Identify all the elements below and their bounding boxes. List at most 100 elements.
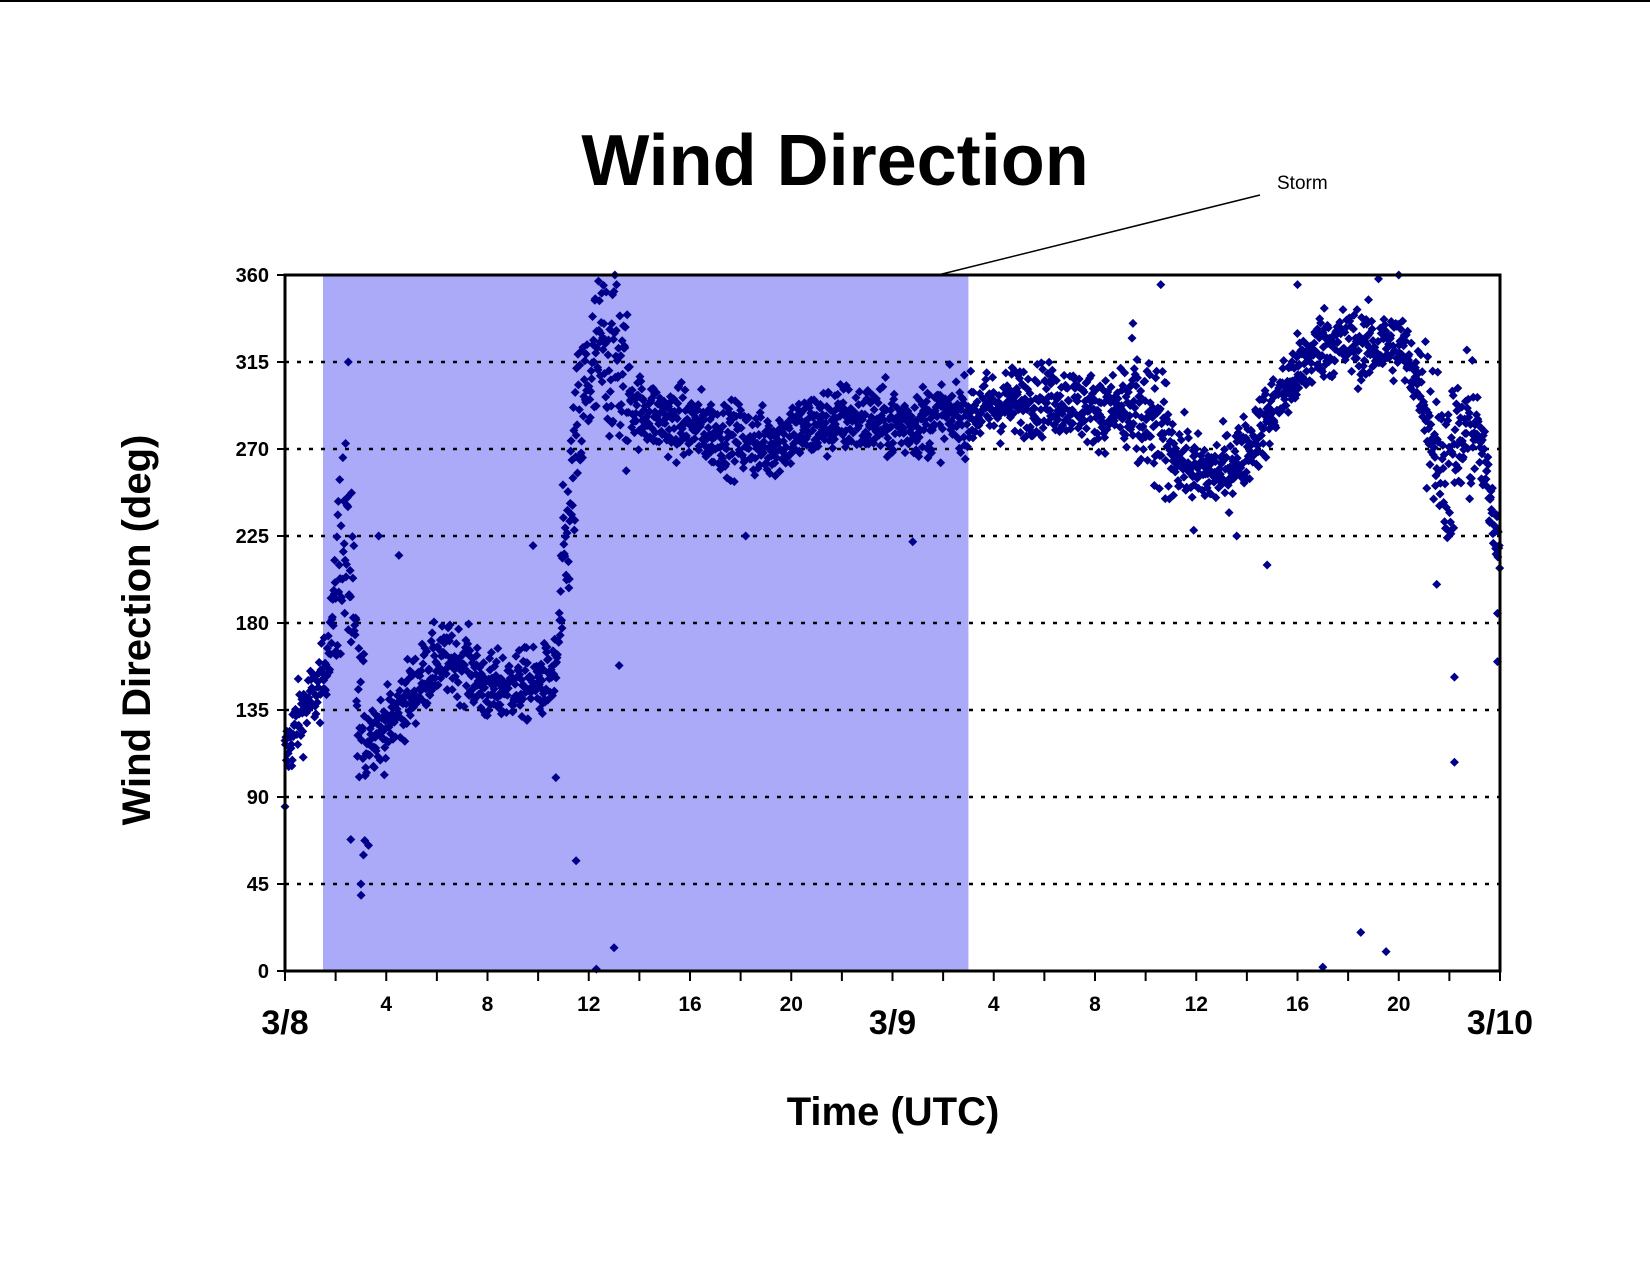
data-point — [1440, 479, 1450, 489]
data-point — [609, 287, 619, 297]
data-point — [637, 384, 647, 394]
data-point — [1388, 365, 1398, 375]
data-point — [718, 421, 728, 431]
data-point — [1271, 423, 1281, 433]
xtick-label-8: 8 — [1089, 993, 1101, 1016]
data-point — [855, 387, 865, 397]
x-axis-ticks: 4 8 12 16 20 4 8 12 16 20 3/8 3/9 3/10 — [261, 971, 1533, 1042]
data-point — [851, 393, 861, 403]
data-point — [947, 391, 957, 401]
data-point — [951, 377, 961, 387]
data-point — [1486, 492, 1496, 502]
data-point — [1019, 367, 1029, 377]
data-point — [332, 532, 342, 542]
data-point — [337, 596, 347, 606]
data-point — [1464, 408, 1474, 418]
data-point — [589, 357, 599, 367]
data-point — [1128, 318, 1138, 328]
data-point — [1353, 384, 1363, 394]
data-point — [333, 496, 343, 506]
data-point — [611, 326, 621, 336]
data-point — [346, 835, 356, 845]
data-point — [1466, 478, 1476, 488]
data-point — [1456, 478, 1466, 488]
data-point — [1425, 411, 1435, 421]
plot-area: 0 45 90 135 180 225 270 315 360 4 8 12 16 20 4 8 12 16 20… — [236, 265, 1533, 1042]
data-point — [822, 451, 832, 461]
data-point — [639, 429, 649, 439]
data-point — [757, 400, 767, 410]
data-point — [350, 630, 360, 640]
data-point — [1444, 459, 1454, 469]
data-point — [784, 424, 794, 434]
data-point — [616, 351, 626, 361]
data-point — [1356, 927, 1366, 937]
ytick-label-360: 360 — [236, 265, 269, 287]
data-point — [338, 547, 348, 557]
data-point — [477, 690, 487, 700]
data-point — [1461, 428, 1471, 438]
data-point — [959, 370, 969, 380]
data-point — [1425, 387, 1435, 397]
data-point — [1108, 370, 1118, 380]
data-point — [936, 458, 946, 468]
data-point — [1038, 364, 1048, 374]
data-point — [1352, 353, 1362, 363]
data-point — [325, 664, 335, 674]
data-point — [1479, 444, 1489, 454]
data-point — [728, 430, 738, 440]
data-point — [1025, 388, 1035, 398]
data-point — [293, 674, 303, 684]
data-point — [700, 414, 710, 424]
data-point — [733, 438, 743, 448]
data-point — [690, 434, 700, 444]
data-point — [816, 402, 826, 412]
ytick-label-270: 270 — [236, 439, 269, 461]
data-point — [460, 660, 470, 670]
data-point — [1101, 376, 1111, 386]
data-point — [1319, 372, 1329, 382]
data-point — [1037, 432, 1047, 442]
data-point — [1309, 338, 1319, 348]
data-point — [1330, 356, 1340, 366]
data-point — [573, 380, 583, 390]
data-point — [829, 434, 839, 444]
data-point — [429, 651, 439, 661]
data-point — [1416, 350, 1426, 360]
data-point — [336, 521, 346, 531]
data-point — [427, 628, 437, 638]
data-point — [1053, 415, 1063, 425]
data-point — [349, 541, 359, 551]
data-point — [616, 399, 626, 409]
data-point — [341, 572, 351, 582]
data-point — [833, 389, 843, 399]
data-point — [1045, 405, 1055, 415]
data-point — [873, 398, 883, 408]
data-point — [542, 642, 552, 652]
data-point — [1142, 455, 1152, 465]
data-point — [1294, 383, 1304, 393]
data-point — [323, 631, 333, 641]
data-point — [358, 656, 368, 666]
data-point — [1432, 579, 1442, 589]
data-point — [429, 617, 439, 627]
data-point — [1446, 433, 1456, 443]
data-point — [343, 357, 353, 367]
data-point — [1449, 523, 1459, 533]
data-point — [332, 640, 342, 650]
data-point — [1100, 433, 1110, 443]
data-point — [518, 694, 528, 704]
data-point — [1291, 390, 1301, 400]
data-point — [1458, 452, 1468, 462]
data-point — [860, 409, 870, 419]
data-point — [369, 762, 379, 772]
data-point — [571, 430, 581, 440]
data-point — [1129, 364, 1139, 374]
data-point — [1443, 410, 1453, 420]
data-point — [356, 890, 366, 900]
data-point — [828, 443, 838, 453]
data-point — [390, 732, 400, 742]
data-point — [588, 312, 598, 322]
data-point — [348, 573, 358, 583]
xtick-label-4: 4 — [380, 993, 392, 1016]
